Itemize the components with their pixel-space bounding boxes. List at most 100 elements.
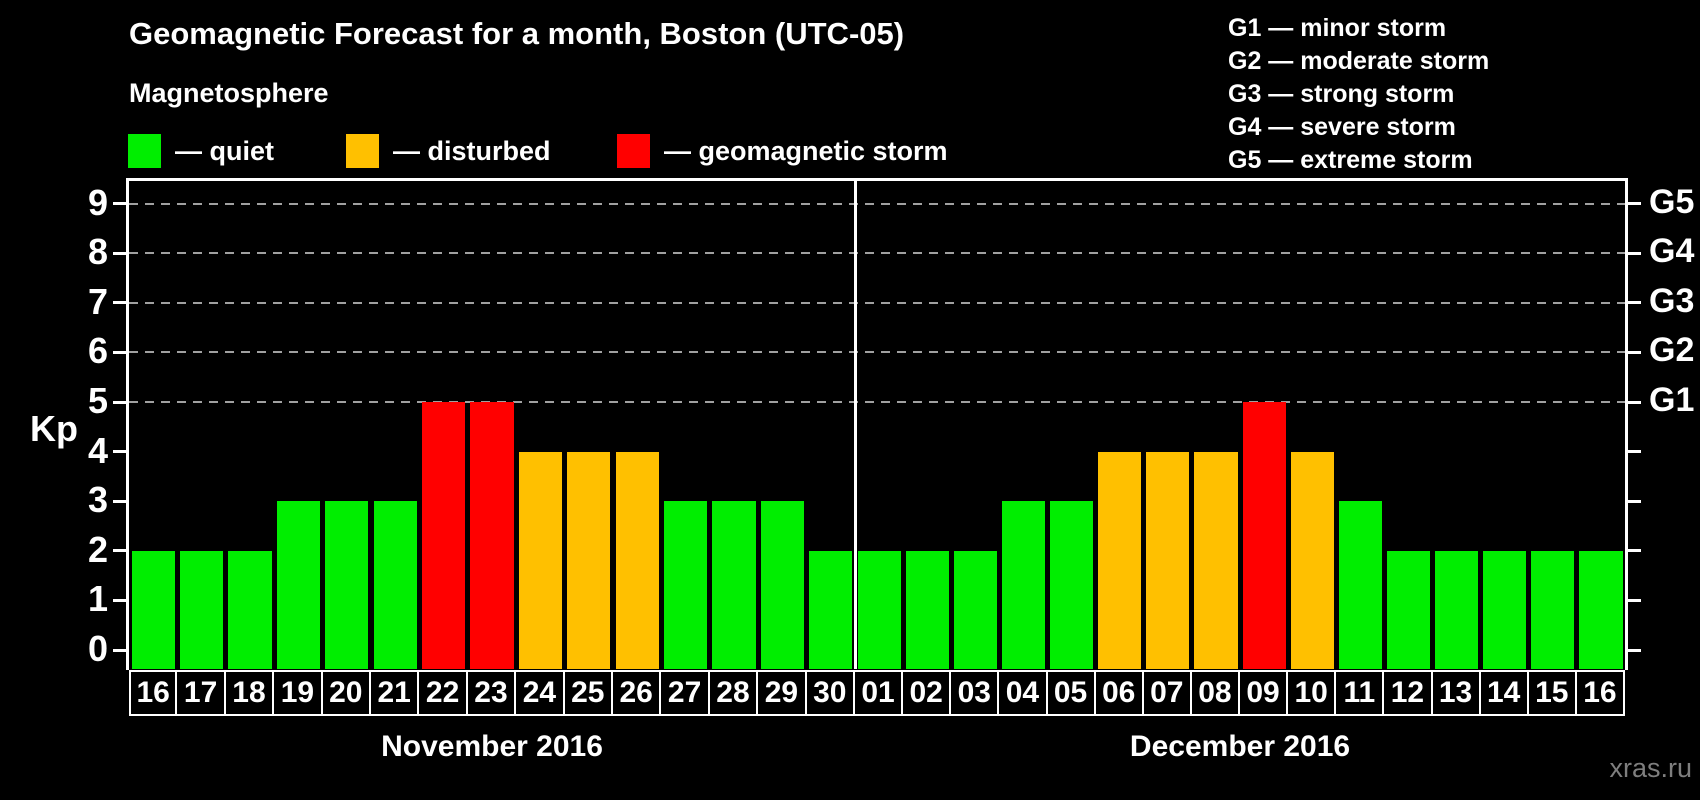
kp-bar-november-18 [228,550,272,669]
kp-bar-november-25 [567,451,611,669]
kp-bar-november-24 [518,451,563,669]
kp-bar-december-13 [1435,550,1479,669]
day-label-box-december-07: 07 [1141,670,1192,716]
disturbed-legend-label: — disturbed [393,135,551,166]
y-axis-tick-right-3 [1628,499,1641,503]
kp-bar-november-20 [325,501,369,669]
legend-item-quiet: — quiet [128,134,274,168]
right-axis-line [1625,178,1628,670]
day-label-box-december-04: 04 [997,670,1048,716]
quiet-color-swatch [128,134,161,168]
day-label-box-november-26: 26 [611,670,662,716]
day-label-box-december-15: 15 [1526,670,1577,716]
day-label-box-november-18: 18 [223,670,275,716]
kp-bar-december-01 [857,550,901,669]
y-axis-tick-label-2: 2 [87,528,108,570]
y-axis-tick-right-9 [1628,202,1641,206]
day-label-box-december-16: 16 [1574,670,1625,716]
kp-gridline-5 [129,401,1625,403]
g-scale-line-g5: G5 — extreme storm [1228,146,1473,174]
g-scale-line-g2: G2 — moderate storm [1228,47,1490,75]
kp-bar-december-14 [1483,550,1527,669]
quiet-legend-label: — quiet [175,135,274,166]
y-axis-tick-label-9: 9 [87,181,108,223]
kp-axis-title: Kp [30,408,78,449]
left-axis-line [126,178,129,670]
day-label-box-november-16: 16 [129,670,178,716]
kp-bar-november-21 [373,501,417,669]
y-axis-tick-left-3 [113,499,126,503]
y-axis-tick-left-1 [113,598,126,602]
g-level-label-g2: G2 [1649,331,1695,370]
kp-gridline-6 [129,351,1625,354]
y-axis-tick-right-1 [1628,598,1641,602]
magnetosphere-label: Magnetosphere [129,78,329,108]
g-scale-line-g4: G4 — severe storm [1228,113,1456,141]
day-label-box-december-12: 12 [1382,670,1433,716]
kp-bar-november-22 [421,402,466,669]
day-label-box-november-21: 21 [369,670,420,716]
kp-bar-december-08 [1194,451,1238,669]
g-scale-legend: G1 — minor storm G2 — moderate storm G3 … [1228,12,1489,177]
day-label-box-november-25: 25 [562,670,613,716]
y-axis-tick-right-5 [1628,400,1641,404]
legend-item-disturbed: — disturbed [346,134,551,168]
kp-gridline-9 [129,202,1625,205]
day-label-box-november-20: 20 [320,670,371,716]
watermark: xras.ru [1609,753,1692,783]
kp-bar-november-29 [760,501,805,669]
kp-bar-december-11 [1338,501,1382,669]
y-axis-tick-left-6 [113,350,126,354]
kp-bar-december-10 [1290,451,1334,669]
day-label-box-december-14: 14 [1478,670,1529,716]
g-level-label-g1: G1 [1649,381,1695,419]
y-axis-tick-label-5: 5 [87,380,108,421]
day-label-box-december-03: 03 [949,670,1000,716]
chart-title: Geomagnetic Forecast for a month, Boston… [129,16,905,51]
kp-bar-december-06 [1098,451,1142,669]
y-axis-tick-right-8 [1628,251,1641,255]
kp-bar-december-02 [905,550,949,669]
kp-gridline-8 [129,252,1625,255]
y-axis-tick-left-5 [113,400,126,404]
g-level-label-g3: G3 [1649,281,1695,320]
month-label-december: December 2016 [1129,730,1351,763]
kp-bar-november-27 [663,501,708,669]
y-axis-tick-label-3: 3 [87,479,108,521]
day-label-box-november-29: 29 [756,670,807,716]
disturbed-color-swatch [346,134,379,168]
day-label-box-december-02: 02 [901,670,952,716]
legend-item-storm: — geomagnetic storm [617,134,948,168]
kp-bar-november-16 [131,550,175,669]
y-axis-tick-left-2 [113,549,126,553]
y-axis-tick-label-6: 6 [87,330,108,372]
month-label-november: November 2016 [381,730,603,763]
y-axis-tick-left-7 [113,301,126,305]
y-axis-tick-right-6 [1628,350,1641,354]
kp-bar-november-28 [712,501,756,669]
kp-bar-december-16 [1579,550,1623,669]
kp-bar-november-26 [615,451,659,669]
kp-bar-november-23 [470,402,514,669]
y-axis-tick-label-1: 1 [87,578,108,620]
y-axis-tick-right-0 [1628,648,1641,652]
kp-bar-december-15 [1531,550,1575,669]
day-label-box-november-30: 30 [804,670,855,716]
y-axis-tick-left-9 [113,202,126,206]
day-label-box-november-27: 27 [659,670,710,716]
kp-bar-december-07 [1146,451,1190,669]
y-axis-tick-left-8 [113,251,126,255]
y-axis-tick-left-4 [113,450,126,454]
kp-bar-december-03 [953,550,997,669]
plot-top-border [126,178,1628,181]
day-label-box-december-01: 01 [853,670,904,716]
day-label-box-november-23: 23 [465,670,517,716]
y-axis-tick-label-4: 4 [87,429,108,471]
storm-legend-label: — geomagnetic storm [664,135,948,166]
day-label-box-december-09: 09 [1238,670,1289,716]
day-label-box-december-10: 10 [1286,670,1337,716]
day-label-box-december-06: 06 [1093,670,1144,716]
y-axis-tick-right-2 [1628,549,1641,553]
month-divider [854,181,857,669]
